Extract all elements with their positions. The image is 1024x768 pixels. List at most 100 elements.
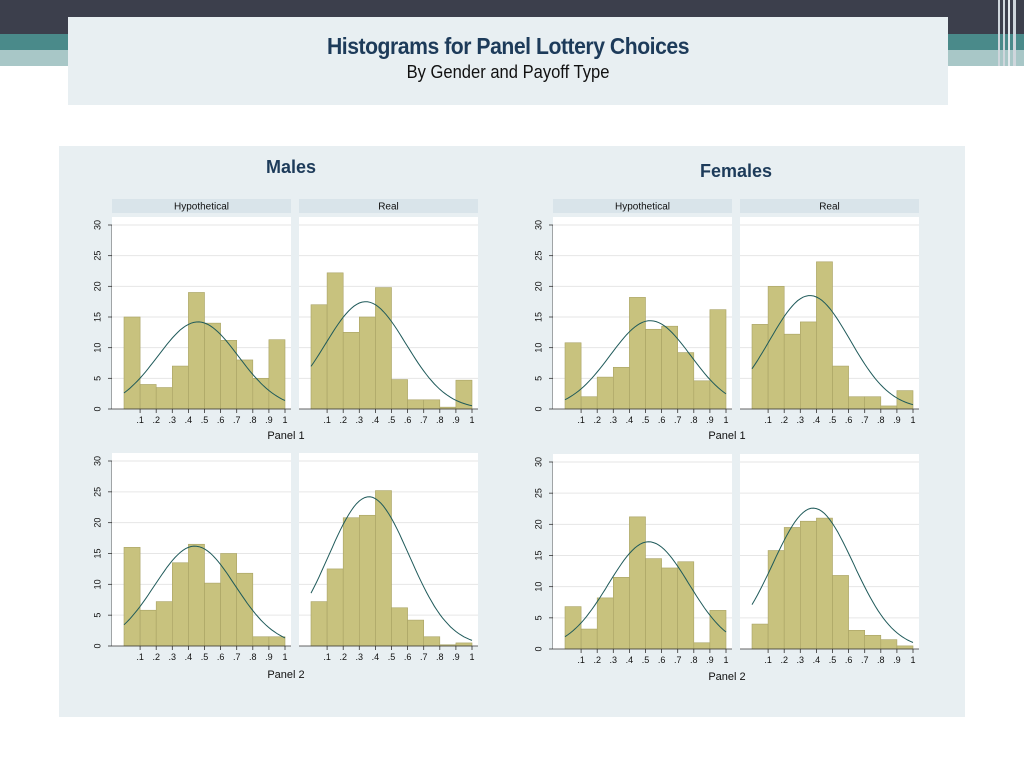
y-tick-label: 0 [92,406,102,411]
x-tick-label: .7 [674,655,682,665]
histogram-bar [407,399,425,410]
females-title: Females [700,161,772,181]
histogram-bar [391,607,408,647]
histogram-bar [455,642,473,647]
strip-header [112,199,291,213]
x-tick-label: .5 [829,415,837,425]
histogram-bar [645,328,662,410]
x-tick-label: .8 [436,415,444,425]
x-tick-label: .6 [845,655,853,665]
histogram-bar [358,514,376,647]
x-tick-label: .3 [356,415,364,425]
y-tick-label: 25 [533,251,543,261]
histogram-bar [880,639,898,650]
histogram-bar [268,636,286,647]
y-tick-label: 5 [533,615,543,620]
x-tick-label: .4 [185,415,193,425]
histogram-bar [677,561,695,650]
strip-header [740,199,919,213]
x-tick-label: .6 [217,415,225,425]
x-tick-label: .5 [201,415,209,425]
histogram-bar [783,333,801,410]
histogram-figure: Males 0 5 10 15 20 25 30 Hypothetical .1.2.3.4.5.… [59,146,965,717]
histogram-bar [172,365,189,410]
histogram-bar [236,359,254,410]
x-tick-label: .5 [388,652,396,662]
x-tick-label: .2 [593,655,601,665]
histogram-bar [864,634,882,650]
x-tick-label: .2 [593,415,601,425]
x-tick-label: .9 [452,652,460,662]
x-tick-label: .9 [893,415,901,425]
x-tick-label: .4 [626,655,634,665]
x-tick-label: .7 [233,415,241,425]
x-tick-label: .5 [642,655,650,665]
histogram-canvas: Males051015202530Hypothetical.1.2.3.4.5.… [92,157,919,683]
histogram-bar [326,272,344,410]
x-tick-label: .5 [201,652,209,662]
y-tick-label: 30 [92,456,102,466]
normal-density-curve [310,496,473,641]
histogram-bar [407,619,425,647]
x-tick-label: .9 [265,415,273,425]
x-tick-label: .5 [829,655,837,665]
y-tick-label: 25 [533,488,543,498]
histogram-bar [783,527,801,650]
histogram-bar [864,396,882,410]
histogram-bar [629,516,646,650]
x-tick-label: .3 [610,655,618,665]
normal-density-curve [123,545,286,639]
histogram-bar [693,642,711,650]
panel-label: Panel 1 [267,430,304,442]
normal-density-curve [751,295,914,406]
x-tick-label: 1 [723,655,728,665]
histogram-bar [816,517,833,650]
x-tick-label: .4 [372,652,380,662]
histogram-bar [816,261,833,410]
histogram-bar [629,297,646,410]
histogram-bar [358,316,376,410]
x-tick-label: .7 [861,415,869,425]
y-tick-label: 25 [92,487,102,497]
histogram-bar [677,352,695,410]
y-tick-label: 15 [92,548,102,558]
histogram-bar [188,543,205,647]
x-tick-label: 1 [910,655,915,665]
x-tick-label: .3 [797,655,805,665]
x-tick-label: .2 [152,652,160,662]
histogram-bar [310,601,328,647]
histogram-bar [693,380,711,410]
histogram-bar [123,547,141,647]
x-tick-label: .8 [690,415,698,425]
histogram-bar [423,636,441,647]
histogram-bar [799,520,817,650]
x-tick-label: .9 [706,415,714,425]
x-tick-label: .5 [388,415,396,425]
x-tick-label: .6 [404,652,412,662]
x-tick-label: .1 [136,415,144,425]
x-tick-label: .2 [152,415,160,425]
x-tick-label: .4 [813,655,821,665]
histogram-bar [880,405,898,410]
y-tick-label: 15 [92,312,102,322]
y-tick-label: 5 [533,376,543,381]
x-tick-label: .3 [610,415,618,425]
histogram-bar [188,292,205,410]
histogram-bar [848,629,865,650]
histogram-bar [310,304,328,410]
x-tick-label: .7 [233,652,241,662]
title-box: Histograms for Panel Lottery Choices By … [68,17,948,105]
x-tick-label: .3 [356,652,364,662]
x-tick-label: .7 [674,415,682,425]
histogram-bar [342,517,360,647]
x-tick-label: .2 [780,655,788,665]
strip-label: Hypothetical [174,202,229,213]
x-tick-label: .9 [452,415,460,425]
x-tick-label: .8 [436,652,444,662]
y-tick-label: 15 [533,312,543,322]
x-tick-label: .7 [420,652,428,662]
histogram-bar [252,636,270,647]
y-tick-label: 0 [533,406,543,411]
y-tick-label: 30 [533,220,543,230]
y-tick-label: 15 [533,550,543,560]
